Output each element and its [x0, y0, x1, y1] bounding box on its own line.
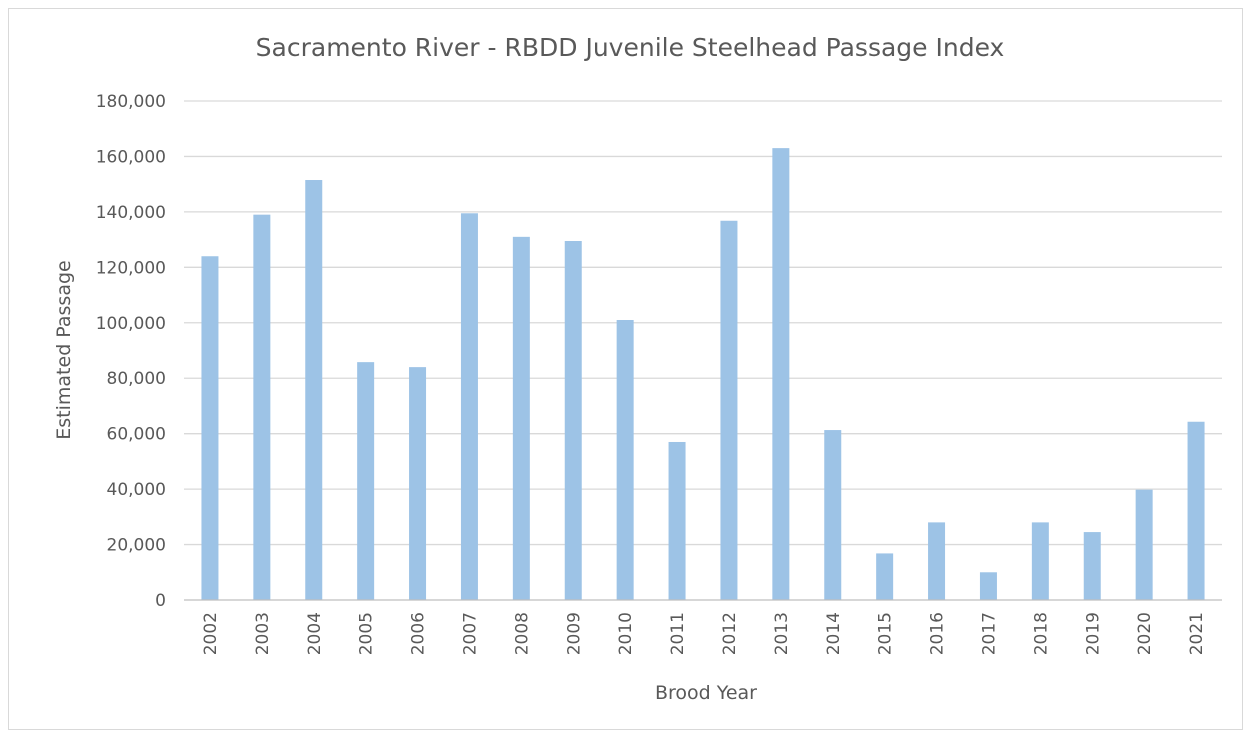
x-tick-label: 2021	[1187, 612, 1207, 655]
bar-2006	[409, 367, 427, 600]
bar-2011	[668, 441, 686, 600]
x-tick-label: 2013	[772, 612, 792, 655]
x-tick-label: 2012	[720, 612, 740, 655]
y-tick-label: 100,000	[96, 314, 166, 334]
bar-2003	[253, 214, 271, 600]
x-tick-label: 2004	[305, 612, 325, 655]
x-tick-label: 2002	[201, 612, 221, 655]
x-tick-label: 2005	[357, 612, 377, 655]
x-tick-label: 2011	[668, 612, 688, 655]
y-tick-label: 20,000	[107, 536, 166, 556]
x-tick-label: 2015	[876, 612, 896, 655]
y-axis-ticks: 0 20,000 40,000 60,000 80,000 100,000 120,000 1…	[96, 92, 166, 611]
y-tick-label: 60,000	[107, 425, 166, 445]
y-tick-label: 180,000	[96, 92, 166, 112]
y-tick-label: 80,000	[107, 369, 166, 389]
x-tick-label: 2019	[1083, 612, 1103, 655]
gridlines	[184, 100, 1222, 546]
bar-2014	[824, 430, 842, 600]
x-tick-label: 2017	[979, 612, 999, 655]
bars	[201, 148, 1205, 601]
bar-2019	[1083, 532, 1101, 600]
x-tick-label: 2003	[253, 612, 273, 655]
bar-2010	[616, 320, 634, 600]
x-tick-label: 2020	[1135, 612, 1155, 655]
x-tick-label: 2016	[928, 612, 948, 655]
bar-2015	[876, 553, 894, 600]
x-tick-label: 2006	[409, 612, 429, 655]
bar-2018	[1031, 522, 1049, 600]
bar-2005	[357, 362, 375, 600]
bar-2013	[772, 148, 790, 600]
bar-2012	[720, 220, 738, 600]
chart-title: Sacramento River - RBDD Juvenile Steelhe…	[256, 33, 1005, 62]
bar-2009	[564, 240, 582, 600]
x-tick-label: 2018	[1031, 612, 1051, 655]
bar-2008	[512, 236, 530, 601]
x-tick-label: 2009	[564, 612, 584, 655]
x-tick-label: 2008	[512, 612, 532, 655]
x-tick-label: 2007	[460, 612, 480, 655]
y-tick-label: 40,000	[107, 480, 166, 500]
y-tick-label: 120,000	[96, 258, 166, 278]
bar-2021	[1187, 421, 1205, 600]
bar-2007	[460, 213, 478, 600]
y-tick-label: 160,000	[96, 147, 166, 167]
y-axis-title: Estimated Passage	[53, 260, 75, 439]
x-axis-title: Brood Year	[655, 682, 757, 704]
bar-2004	[305, 180, 323, 600]
bar-2016	[928, 522, 946, 600]
y-tick-label: 0	[155, 591, 166, 611]
x-axis-ticks: 2002 2003 2004 2005 2006 2007 2008 2009 2010 2011…	[201, 612, 1207, 655]
bar-2002	[201, 256, 219, 600]
bar-2020	[1135, 489, 1153, 600]
bar-2017	[979, 572, 997, 600]
x-tick-label: 2014	[824, 612, 844, 655]
y-tick-label: 140,000	[96, 203, 166, 223]
x-tick-label: 2010	[616, 612, 636, 655]
